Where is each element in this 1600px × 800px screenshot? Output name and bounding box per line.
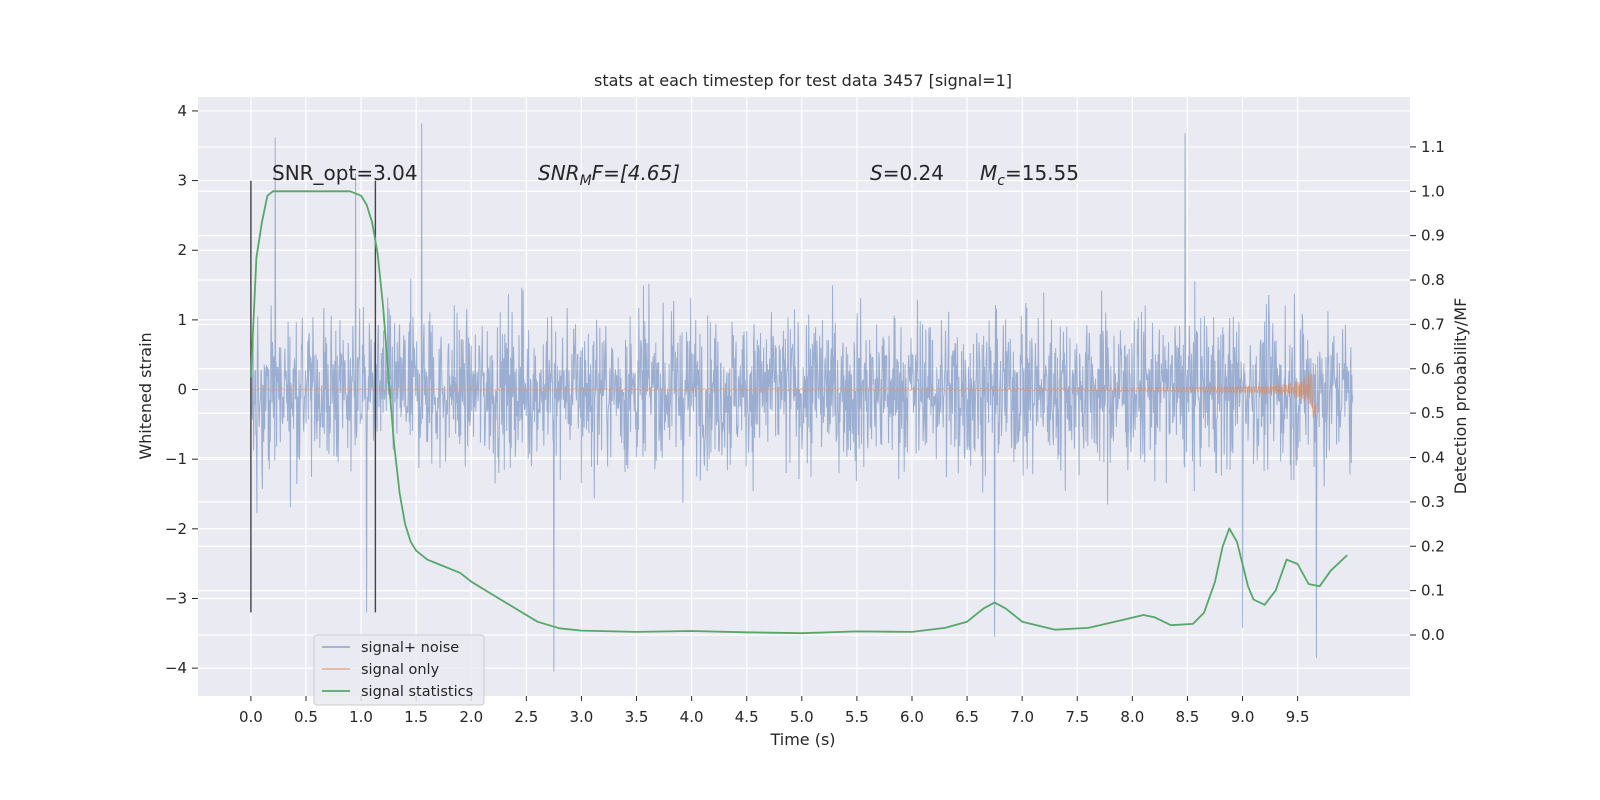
x-tick-label-19: 9.5 xyxy=(1286,708,1310,726)
annotation-s-label: S xyxy=(870,161,883,185)
y2-tick-label-1: 1.0 xyxy=(1421,182,1445,200)
y2-tick-label-3: 0.8 xyxy=(1421,271,1445,289)
x-tick-label-7: 3.5 xyxy=(625,708,649,726)
y-tick-label-5: −1 xyxy=(165,450,187,468)
x-tick-label-13: 6.5 xyxy=(955,708,979,726)
x-tick-label-9: 4.5 xyxy=(735,708,759,726)
x-tick-label-15: 7.5 xyxy=(1065,708,1089,726)
y2-tick-label-7: 0.4 xyxy=(1421,449,1445,467)
y-axis-label: Whitened strain xyxy=(136,332,155,459)
x-tick-label-17: 8.5 xyxy=(1176,708,1200,726)
y-tick-label-1: 3 xyxy=(177,172,187,190)
y-tick-label-7: −3 xyxy=(165,589,187,607)
series-line-signal-noise xyxy=(250,123,1354,672)
series-line-signal-statistics xyxy=(250,190,1348,635)
y-tick-label-8: −4 xyxy=(165,659,187,677)
y2-tick-label-10: 0.1 xyxy=(1421,582,1445,600)
legend-label-signal-statistics: signal statistics xyxy=(361,684,473,700)
x-tick-label-14: 7.0 xyxy=(1010,708,1034,726)
y2-axis-label: Detection probability/MF xyxy=(1451,298,1470,495)
y-tick-label-6: −2 xyxy=(165,520,187,538)
legend-frame xyxy=(313,634,485,706)
y2-tick-label-11: 0.0 xyxy=(1421,626,1445,644)
y-tick-label-4: 0 xyxy=(177,381,187,399)
x-tick-label-11: 5.5 xyxy=(845,708,869,726)
legend-label-signal-noise: signal+ noise xyxy=(361,640,459,656)
annotation-snr-mf: SNRMF=[4.65] xyxy=(538,161,680,189)
y2-tick-label-6: 0.5 xyxy=(1421,404,1445,422)
annotation-mc-value: =15.55 xyxy=(1005,161,1079,185)
annotation-mc-subscript: c xyxy=(997,173,1005,189)
chart-title: stats at each timestep for test data 345… xyxy=(594,71,1012,90)
x-tick-label-8: 4.0 xyxy=(680,708,704,726)
annotation-snr-mf-value: F=[4.65] xyxy=(592,161,680,185)
series-signal-statistics xyxy=(250,190,1348,635)
y2-tick-label-0: 1.1 xyxy=(1421,138,1445,156)
series-signal-only xyxy=(250,372,1317,419)
y2-axis-ticks: 1.1 1.0 0.9 0.8 0.7 0.6 0.5 0.4 0.3 0.2 0.1 0.0 xyxy=(1410,138,1445,644)
annotation-s-value: =0.24 xyxy=(883,161,944,185)
annotations: SNR_opt=3.04 SNRMF=[4.65] S=0.24 Mc=15.5… xyxy=(272,161,1079,189)
series-line-signal-only xyxy=(250,372,1317,419)
x-tick-label-16: 8.0 xyxy=(1120,708,1144,726)
y-tick-label-3: 1 xyxy=(177,311,187,329)
x-tick-label-2: 1.0 xyxy=(349,708,373,726)
legend-label-signal-only: signal only xyxy=(361,662,440,678)
x-axis-label: Time (s) xyxy=(769,730,835,749)
x-tick-label-12: 6.0 xyxy=(900,708,924,726)
legend: signal+ noise signal only signal statist… xyxy=(313,634,485,706)
x-tick-label-1: 0.5 xyxy=(294,708,318,726)
y2-tick-label-9: 0.2 xyxy=(1421,537,1445,555)
x-tick-label-3: 1.5 xyxy=(404,708,428,726)
y-tick-label-0: 4 xyxy=(177,102,187,120)
x-tick-label-0: 0.0 xyxy=(239,708,263,726)
series-signal-noise xyxy=(250,123,1354,672)
y2-tick-label-4: 0.7 xyxy=(1421,315,1445,333)
annotation-mc: Mc=15.55 xyxy=(980,161,1079,189)
x-axis-ticks: 0.0 0.5 1.0 1.5 2.0 2.5 3.0 3.5 4.0 4.5 5.0 5.5 6.0 6… xyxy=(239,696,1310,726)
x-tick-label-6: 3.0 xyxy=(570,708,594,726)
y2-tick-label-5: 0.6 xyxy=(1421,360,1445,378)
annotation-s: S=0.24 xyxy=(870,161,944,185)
x-tick-label-18: 9.0 xyxy=(1231,708,1255,726)
annotation-snr-mf-subscript: M xyxy=(580,173,592,189)
y-tick-label-2: 2 xyxy=(177,241,187,259)
annotation-mc-label: M xyxy=(980,161,997,185)
x-tick-label-5: 2.5 xyxy=(514,708,538,726)
annotation-snr-opt: SNR_opt=3.04 xyxy=(272,161,418,185)
y-axis-ticks: 4 3 2 1 0 −1 −2 −3 −4 xyxy=(165,102,198,677)
y2-tick-label-8: 0.3 xyxy=(1421,493,1445,511)
vertical-markers xyxy=(250,180,377,613)
x-tick-label-4: 2.0 xyxy=(459,708,483,726)
y2-tick-label-2: 0.9 xyxy=(1421,227,1445,245)
annotation-snr-mf-label: SNR xyxy=(538,161,580,185)
x-tick-label-10: 5.0 xyxy=(790,708,814,726)
